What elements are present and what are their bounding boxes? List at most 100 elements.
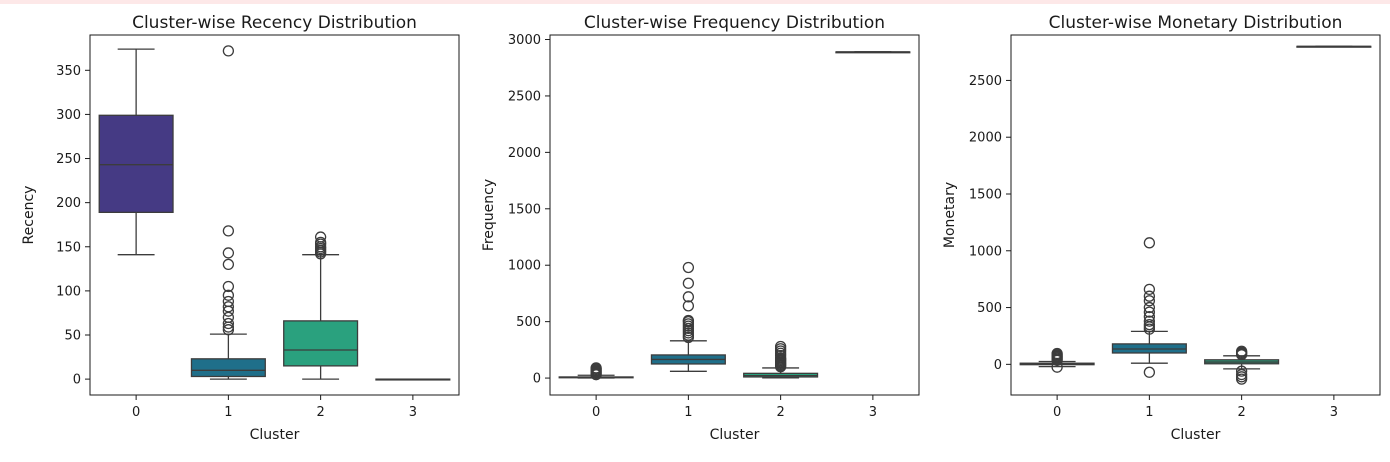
- box-iqr: [190, 358, 266, 378]
- y-tick-label: 1000: [969, 244, 1002, 259]
- x-tick-label: 0: [132, 405, 140, 420]
- y-tick-label: 500: [516, 315, 541, 330]
- outlier-point: [314, 236, 327, 249]
- x-tick-label: 0: [1053, 405, 1061, 420]
- outlier-point: [222, 258, 235, 271]
- outlier-point: [1235, 345, 1248, 357]
- y-tick-label: 0: [994, 358, 1002, 373]
- x-tick-label: 2: [1237, 405, 1245, 420]
- outlier-point: [1143, 315, 1156, 327]
- outlier-point: [1143, 237, 1156, 249]
- outlier-point: [222, 295, 235, 308]
- y-tick-label: 2500: [508, 89, 541, 104]
- x-tick-label: 0: [592, 405, 600, 420]
- outlier-point: [222, 45, 235, 57]
- outlier-point: [1143, 310, 1156, 323]
- top-strip: [0, 0, 1390, 4]
- y-tick-label: 500: [977, 301, 1002, 316]
- outlier-point: [1235, 371, 1248, 383]
- y-tick-label: 2000: [508, 146, 541, 161]
- outlier-point: [1143, 290, 1156, 302]
- outlier-point: [682, 300, 695, 312]
- outlier-point: [1143, 306, 1156, 318]
- x-axis-label: Cluster: [250, 427, 300, 443]
- plot-frame: [1010, 34, 1381, 396]
- box-iqr: [98, 114, 174, 214]
- x-tick-label: 1: [1145, 405, 1153, 420]
- box-cluster-0: [558, 362, 634, 381]
- outlier-point: [1143, 283, 1156, 296]
- y-axis-label: Monetary: [942, 182, 958, 248]
- outlier-point: [222, 317, 235, 330]
- box-cluster-1: [650, 261, 726, 372]
- x-tick-label: 2: [316, 405, 324, 420]
- outlier-point: [222, 289, 235, 301]
- outlier-point: [1235, 365, 1248, 377]
- box-cluster-1: [1111, 237, 1187, 378]
- x-axis-label: Cluster: [710, 427, 760, 443]
- y-tick-label: 3000: [508, 33, 541, 48]
- y-tick-label: 300: [56, 108, 81, 123]
- box-cluster-3: [835, 51, 911, 54]
- y-tick-label: 1500: [969, 187, 1002, 202]
- outlier-point: [1143, 321, 1156, 333]
- outlier-point: [1143, 366, 1156, 378]
- box-cluster-3: [375, 378, 451, 381]
- box-cluster-3: [1296, 45, 1372, 48]
- outlier-point: [1051, 347, 1063, 360]
- x-tick-label: 3: [1330, 405, 1338, 420]
- plot-frame: [89, 34, 460, 396]
- y-tick-label: 250: [56, 152, 81, 167]
- chart-panel-0: Cluster-wise Recency Distribution 0 50 100 1…: [21, 13, 460, 443]
- chart-title: Cluster-wise Monetary Distribution: [1049, 13, 1343, 33]
- chart-panel-2: Cluster-wise Monetary Distribution050010…: [942, 13, 1381, 443]
- y-axis-label: Frequency: [481, 179, 497, 251]
- box-cluster-1: [190, 45, 266, 380]
- y-tick-label: 200: [56, 196, 81, 211]
- outlier-point: [314, 231, 327, 243]
- outlier-point: [222, 280, 235, 293]
- y-tick-label: 2000: [969, 131, 1002, 146]
- outlier-point: [222, 324, 235, 336]
- x-tick-label: 3: [869, 405, 877, 420]
- outlier-point: [682, 291, 695, 303]
- y-tick-label: 1000: [508, 259, 541, 274]
- box-cluster-0: [1019, 347, 1095, 373]
- outlier-point: [1143, 318, 1156, 331]
- y-tick-label: 2500: [969, 74, 1002, 89]
- y-tick-label: 100: [56, 284, 81, 299]
- outlier-point: [774, 340, 787, 353]
- outlier-point: [1235, 368, 1248, 381]
- chart-panel-1: Cluster-wise Frequency Distribution 0 500 1…: [481, 13, 920, 443]
- y-tick-label: 350: [56, 64, 81, 79]
- outlier-point: [682, 261, 695, 274]
- outlier-point: [1143, 301, 1156, 314]
- box-cluster-2: [743, 340, 819, 379]
- x-tick-label: 1: [684, 405, 692, 420]
- outlier-point: [682, 277, 695, 289]
- y-tick-label: 0: [533, 372, 541, 387]
- outlier-point: [682, 314, 695, 327]
- y-tick-label: 150: [56, 240, 81, 255]
- y-tick-label: 50: [64, 329, 81, 344]
- outlier-point: [1143, 295, 1156, 307]
- outlier-point: [222, 301, 235, 313]
- box-cluster-2: [283, 231, 359, 380]
- x-tick-label: 3: [409, 405, 417, 420]
- outlier-point: [222, 247, 235, 259]
- box-cluster-0: [98, 48, 174, 256]
- outlier-point: [590, 362, 602, 374]
- y-tick-label: 0: [73, 373, 81, 388]
- box-iqr: [283, 320, 359, 367]
- x-tick-label: 2: [776, 405, 784, 420]
- x-axis-label: Cluster: [1171, 427, 1221, 443]
- plot-frame: [549, 34, 920, 396]
- box-cluster-2: [1204, 345, 1280, 385]
- y-tick-label: 1500: [508, 202, 541, 217]
- outlier-point: [222, 225, 235, 237]
- y-axis-label: Recency: [21, 186, 37, 245]
- chart-title: Cluster-wise Recency Distribution: [132, 13, 417, 33]
- x-tick-label: 1: [224, 405, 232, 420]
- chart-title: Cluster-wise Frequency Distribution: [584, 13, 885, 33]
